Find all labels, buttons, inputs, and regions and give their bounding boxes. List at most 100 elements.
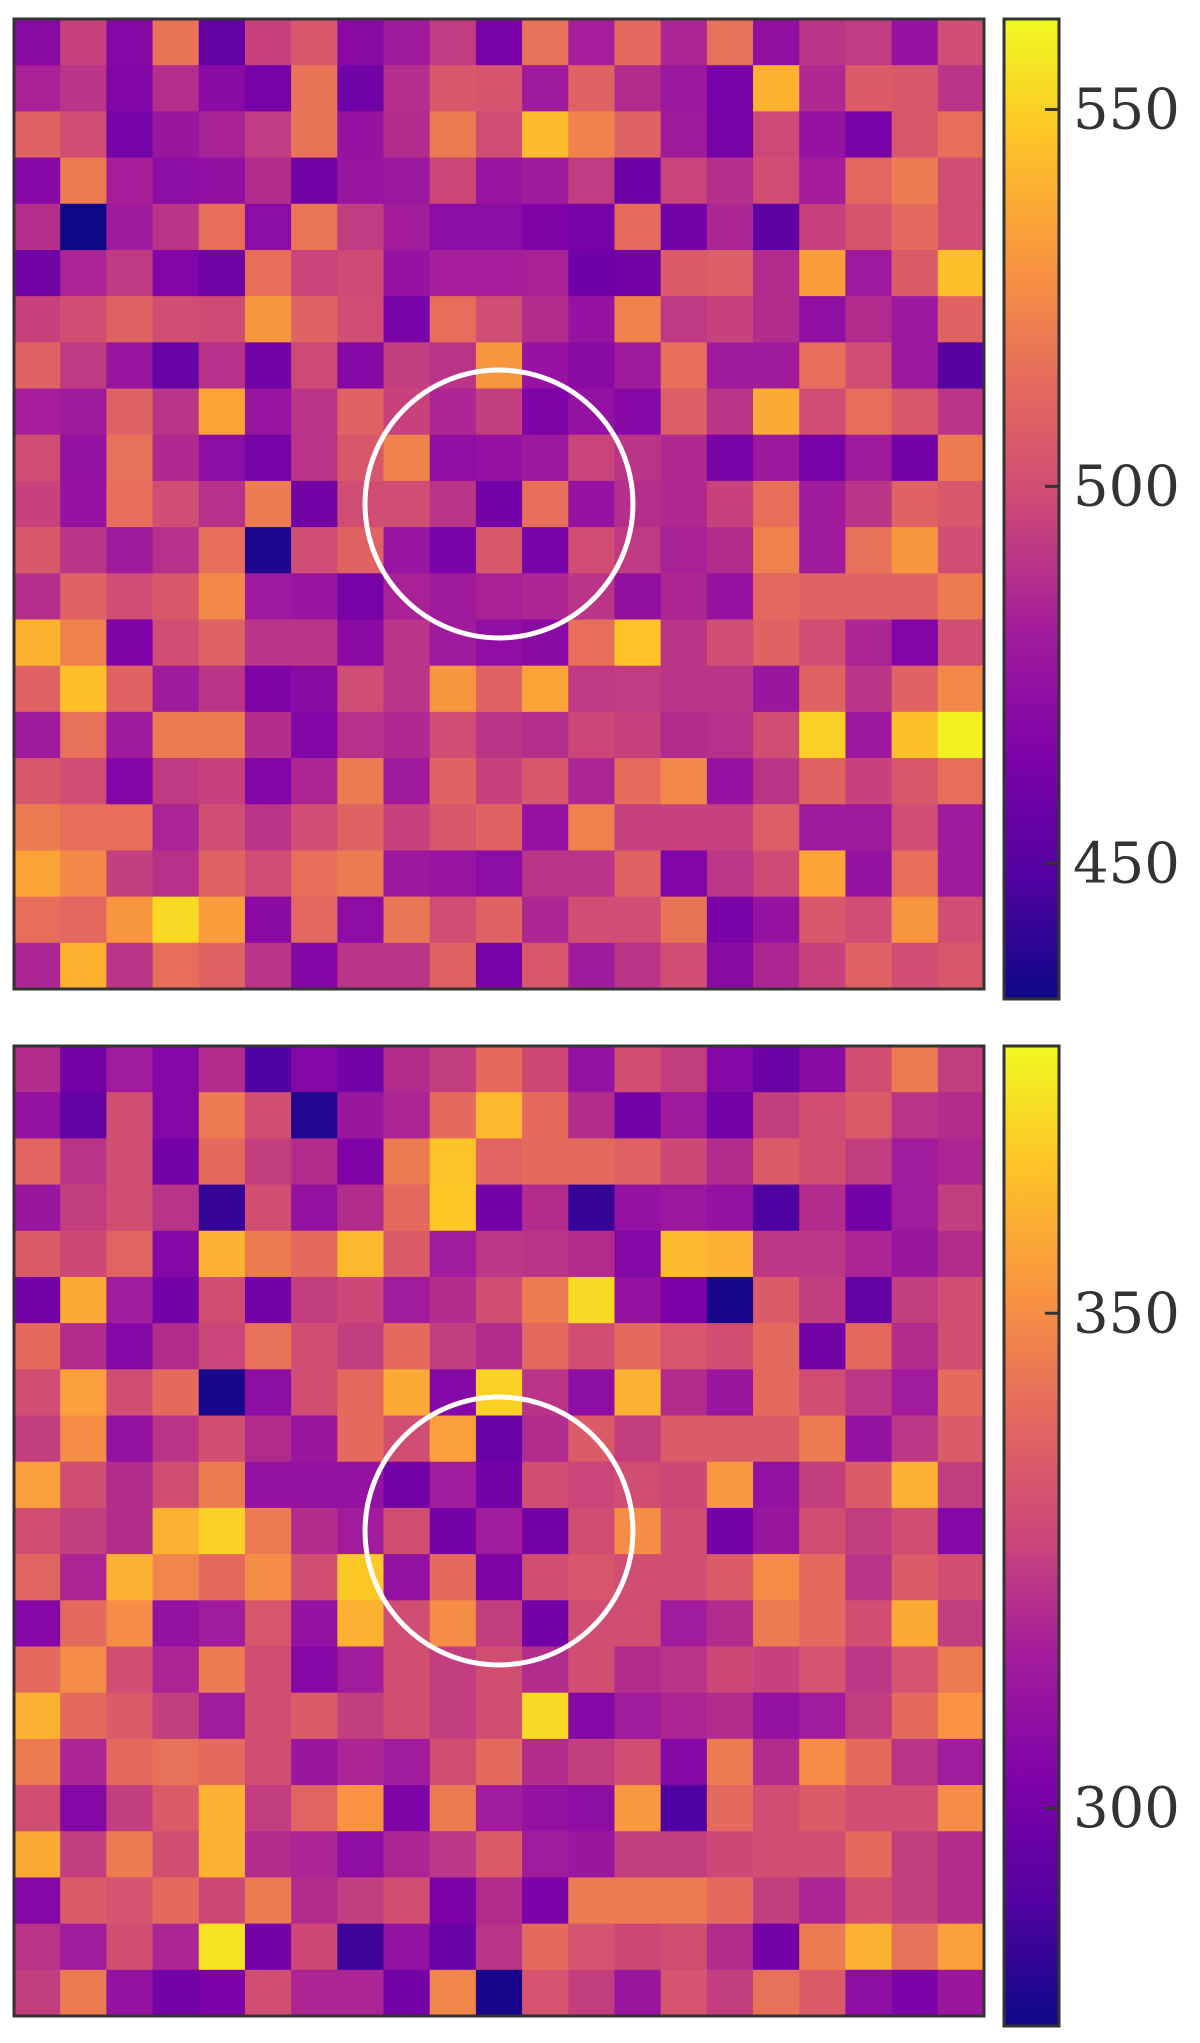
heatmap-cell	[614, 1138, 662, 1186]
heatmap-cell	[106, 1461, 154, 1509]
heatmap-cell	[337, 1415, 385, 1463]
heatmap-cell	[60, 1046, 107, 1093]
heatmap-cell	[753, 896, 800, 944]
heatmap-cell	[614, 1092, 662, 1139]
heatmap-cell	[60, 1230, 107, 1278]
heatmap-cell	[568, 1323, 616, 1370]
heatmap-cell	[845, 1785, 893, 1832]
heatmap-cell	[660, 1738, 708, 1786]
heatmap-cell	[14, 388, 61, 436]
colorbar-gradient	[1002, 1044, 1061, 2028]
heatmap-cell	[891, 527, 939, 574]
heatmap-cell	[14, 1092, 61, 1139]
heatmap-cell	[614, 573, 662, 621]
heatmap-cell	[753, 434, 800, 482]
heatmap-cell	[891, 1184, 939, 1232]
heatmap-cell	[475, 896, 523, 944]
heatmap-cell	[799, 111, 847, 159]
heatmap-cell	[660, 1692, 708, 1740]
heatmap-cell	[891, 480, 939, 528]
heatmap-cell	[429, 1092, 477, 1139]
heatmap-cell	[337, 1969, 385, 2017]
heatmap-cell	[291, 1646, 338, 1694]
heatmap-cell	[753, 573, 800, 621]
heatmap-cell	[291, 758, 338, 805]
heatmap-cell	[429, 758, 477, 805]
heatmap-cell	[614, 1831, 662, 1879]
heatmap-cell	[198, 249, 246, 297]
heatmap-cell	[429, 1969, 477, 2017]
heatmap-cell	[429, 203, 477, 251]
heatmap-cell	[291, 1046, 338, 1093]
heatmap-cell	[891, 619, 939, 667]
heatmap-cell	[937, 480, 985, 528]
heatmap-cell	[152, 1646, 200, 1694]
heatmap-cells-top	[14, 19, 985, 990]
heatmap-cell	[152, 758, 200, 805]
heatmap-cell	[60, 111, 107, 159]
heatmap-cell	[383, 619, 431, 667]
heatmap-cell	[14, 1369, 61, 1417]
heatmap-cell	[475, 1369, 523, 1417]
heatmap-cell	[60, 665, 107, 713]
heatmap-cell	[383, 203, 431, 251]
heatmap-cell	[291, 203, 338, 251]
heatmap-cell	[383, 1969, 431, 2017]
heatmap-cell	[891, 896, 939, 944]
heatmap-cell	[845, 665, 893, 713]
heatmap-cell	[753, 203, 800, 251]
heatmap-cell	[152, 942, 200, 990]
heatmap-cell	[337, 1461, 385, 1509]
heatmap-cell	[429, 157, 477, 205]
heatmap-cell	[475, 1461, 523, 1509]
heatmap-cell	[152, 711, 200, 759]
heatmap-cell	[14, 249, 61, 297]
heatmap-cell	[383, 19, 431, 66]
heatmap-cell	[522, 1600, 569, 1648]
heatmap-cell	[244, 1092, 292, 1139]
heatmap-cell	[706, 1461, 754, 1509]
heatmap-cell	[753, 1600, 800, 1648]
heatmap-cell	[152, 1923, 200, 1971]
heatmap-cell	[799, 296, 847, 343]
heatmap-cell	[614, 111, 662, 159]
heatmap-cell	[660, 1785, 708, 1832]
heatmap-cell	[937, 157, 985, 205]
heatmap-cell	[522, 942, 569, 990]
heatmap-cell	[429, 1692, 477, 1740]
heatmap-cell	[106, 1785, 154, 1832]
colorbar-tick-label: 450	[1073, 831, 1180, 896]
heatmap-cell	[475, 111, 523, 159]
heatmap-cell	[198, 1323, 246, 1370]
heatmap-cell	[383, 65, 431, 112]
heatmap-cell	[568, 434, 616, 482]
heatmap-cell	[937, 1461, 985, 1509]
heatmap-cell	[475, 619, 523, 667]
heatmap-cell	[475, 1969, 523, 2017]
heatmap-cell	[429, 19, 477, 66]
heatmap-cell	[152, 249, 200, 297]
heatmap-cell	[244, 1415, 292, 1463]
annotation-circle-top	[362, 367, 636, 641]
heatmap-cell	[522, 1969, 569, 2017]
heatmap-cell	[429, 1323, 477, 1370]
heatmap-cell	[198, 896, 246, 944]
heatmap-cell	[706, 1831, 754, 1879]
heatmap-cell	[522, 249, 569, 297]
colorbar-bottom: 300 350	[1002, 1044, 1180, 2028]
heatmap-cell	[706, 896, 754, 944]
heatmap-cell	[799, 527, 847, 574]
heatmap-cell	[198, 1600, 246, 1648]
heatmap-cell	[937, 896, 985, 944]
heatmap-cell	[291, 1600, 338, 1648]
heatmap-cell	[291, 480, 338, 528]
heatmap-cell	[14, 1692, 61, 1740]
heatmap-cell	[706, 1692, 754, 1740]
heatmap-cell	[845, 1507, 893, 1555]
heatmap-cell	[429, 1230, 477, 1278]
heatmap-cell	[614, 1276, 662, 1324]
heatmap-cell	[152, 665, 200, 713]
heatmap-cell	[152, 203, 200, 251]
heatmap-cell	[429, 665, 477, 713]
heatmap-cell	[291, 1785, 338, 1832]
